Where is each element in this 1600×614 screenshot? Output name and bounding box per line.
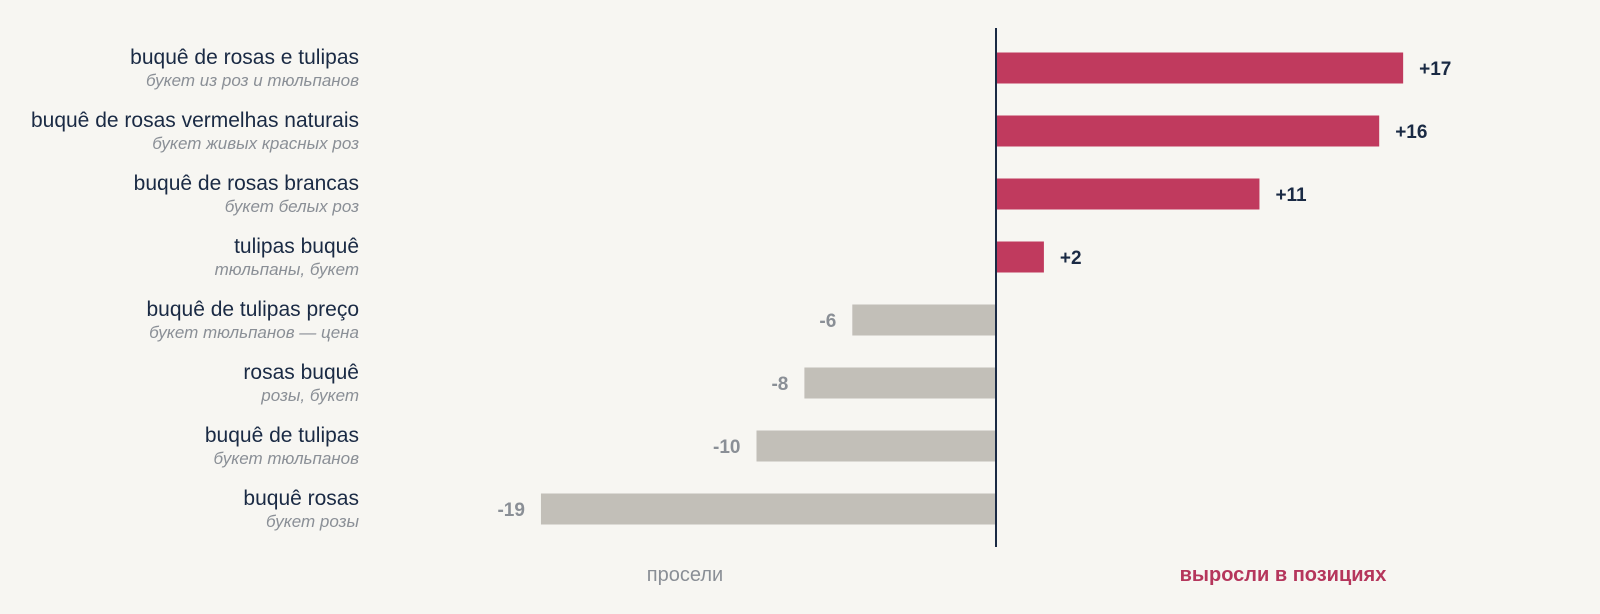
category-label: buquê de tulipas	[205, 424, 359, 447]
category-label: buquê de rosas e tulipas	[130, 46, 359, 69]
category-label: buquê de rosas brancas	[134, 172, 359, 195]
bar-negative	[756, 430, 996, 462]
bar-negative	[852, 304, 996, 336]
category-sublabel: тюльпаны, букет	[215, 260, 359, 279]
category-sublabel: розы, букет	[260, 386, 359, 405]
category-sublabel: букет тюльпанов — цена	[149, 323, 359, 342]
legend-negative: просели	[647, 564, 723, 586]
category-label: rosas buquê	[243, 361, 359, 384]
category-sublabel: букет тюльпанов	[214, 449, 360, 468]
category-label: tulipas buquê	[234, 235, 359, 258]
category-sublabel: букет белых роз	[225, 197, 359, 216]
value-label: +17	[1419, 59, 1451, 80]
bar-negative	[804, 367, 996, 399]
value-label: +11	[1275, 185, 1307, 206]
legend-positive: выросли в позициях	[1180, 564, 1387, 586]
category-label: buquê de rosas vermelhas naturais	[31, 109, 359, 132]
category-labels: buquê de rosas e tulipas букет из роз и т…	[31, 46, 360, 531]
bar-negative	[540, 493, 996, 525]
value-label: +2	[1060, 248, 1082, 269]
value-label: -6	[819, 311, 836, 332]
category-sublabel: букет из роз и тюльпанов	[146, 71, 359, 90]
category-sublabel: букет розы	[266, 512, 359, 531]
bar-positive	[996, 178, 1260, 210]
value-labels: +17 +16 +11 +2 -6 -8 -10 -19	[497, 59, 1451, 521]
category-label: buquê rosas	[243, 487, 359, 510]
bar-positive	[996, 52, 1404, 84]
bar-positive	[996, 115, 1380, 147]
bars	[540, 52, 1404, 525]
value-label: +16	[1395, 122, 1427, 143]
value-label: -10	[713, 437, 740, 458]
value-label: -8	[771, 374, 788, 395]
category-sublabel: букет живых красных роз	[152, 134, 359, 153]
value-label: -19	[497, 500, 524, 521]
bar-positive	[996, 241, 1044, 273]
category-label: buquê de tulipas preço	[147, 298, 360, 321]
